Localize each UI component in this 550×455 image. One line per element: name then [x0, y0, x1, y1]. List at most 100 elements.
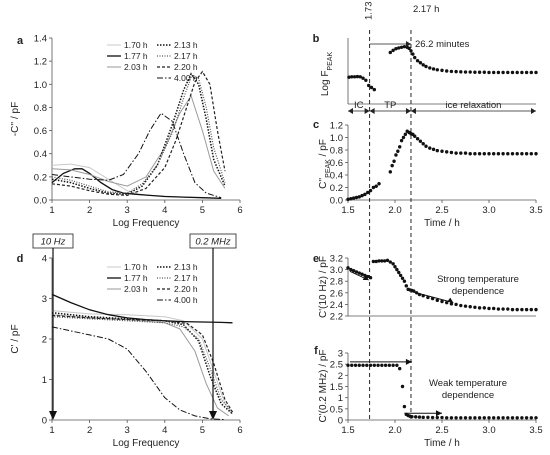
data-point-f: [417, 415, 422, 419]
data-point-e: [357, 271, 361, 275]
y-tick-label-a: 0.2: [34, 172, 47, 183]
annotation-weak-line2: dependence: [442, 390, 494, 401]
x-tick-label-d: 5: [200, 425, 205, 436]
y-axis-label-a: -C'' / pF: [10, 102, 21, 136]
trend-arrowhead-e2: [447, 297, 454, 303]
data-point-b: [409, 49, 413, 53]
data-point-b: [372, 87, 377, 92]
data-point-c: [363, 192, 367, 197]
phase-arrowheads-ic: [348, 108, 370, 114]
data-point-f: [477, 416, 482, 420]
y-tick-label-f: 0.5: [330, 404, 343, 415]
data-point-c: [401, 135, 406, 140]
x-tick-label-c: 2.0: [388, 205, 401, 216]
data-point-b: [350, 75, 354, 79]
legend-label: 2.17 h: [174, 273, 198, 283]
data-point-b: [510, 70, 515, 75]
data-point-b: [435, 68, 439, 72]
data-point-c: [534, 152, 538, 156]
x-tick-label-a: 5: [200, 205, 205, 216]
data-point-f: [492, 416, 496, 420]
y-tick-label-c: 0.6: [330, 158, 343, 169]
data-point-c: [496, 152, 501, 156]
x-tick-label-a: 1: [49, 205, 54, 216]
data-point-f: [426, 415, 430, 420]
data-point-b: [411, 52, 415, 56]
legend-label: 4.00 h: [174, 73, 198, 83]
y-axis-label-d: C' / pF: [10, 324, 21, 353]
data-point-b: [407, 46, 411, 51]
data-point-f: [520, 416, 524, 420]
legend-label: 1.77 h: [124, 51, 148, 61]
y-tick-label-e: 2.8: [330, 277, 343, 288]
trend-arrowhead-f1: [405, 358, 412, 365]
data-point-f: [376, 363, 380, 367]
data-point-e: [468, 305, 472, 309]
data-point-e: [477, 306, 482, 310]
data-point-b: [424, 64, 428, 69]
x-tick-label-a: 6: [237, 205, 242, 216]
y-tick-label-c: 1.2: [330, 121, 343, 132]
data-point-b: [358, 75, 362, 79]
data-point-b: [440, 68, 444, 73]
data-point-c: [399, 138, 404, 143]
data-point-f: [395, 363, 399, 367]
data-point-c: [445, 150, 449, 154]
data-point-e: [534, 307, 538, 312]
data-point-f: [391, 363, 395, 367]
data-point-f: [501, 416, 505, 420]
data-point-e: [382, 259, 387, 263]
legend-label: 2.03 h: [124, 62, 148, 72]
data-point-e: [402, 279, 407, 283]
data-point-c: [403, 132, 408, 137]
y-tick-label-c: 0.0: [330, 196, 343, 207]
legend-label: 2.20 h: [174, 284, 198, 294]
data-point-e: [360, 272, 364, 276]
data-point-f: [445, 416, 449, 420]
data-point-e: [385, 258, 390, 263]
data-point-e: [395, 267, 399, 272]
time-label-217: 2.17 h: [413, 4, 439, 15]
data-point-b: [413, 55, 417, 60]
data-point-f: [346, 363, 350, 367]
time-label-173: 1.73 h: [364, 0, 375, 20]
y-tick-label-f: 1: [338, 393, 343, 404]
y-axis-label-unit-c: / pF: [318, 139, 329, 159]
y-tick-label-d: 2: [42, 335, 47, 346]
data-point-f: [506, 416, 510, 420]
y-tick-label-e: 3.2: [330, 254, 343, 265]
data-point-f: [430, 415, 435, 420]
data-point-c: [459, 151, 463, 155]
data-point-b: [492, 70, 496, 75]
panel-label-e: e: [313, 253, 319, 265]
y-tick-label-a: 0.6: [34, 126, 47, 137]
data-point-b: [529, 70, 533, 75]
x-tick-label-c: 3.0: [482, 205, 495, 216]
data-point-f: [350, 363, 354, 367]
data-point-c: [388, 170, 392, 174]
data-point-c: [428, 146, 432, 150]
series-line-a: [51, 94, 226, 189]
data-point-f: [482, 416, 486, 420]
data-point-e: [529, 307, 533, 312]
panel-label-d: d: [17, 253, 24, 265]
data-point-b: [418, 61, 423, 65]
y-tick-label-f: 2.5: [330, 360, 343, 371]
data-point-c: [354, 195, 359, 200]
data-point-c: [492, 152, 496, 156]
data-point-f: [435, 415, 439, 420]
x-axis-label-c: Time / h: [424, 218, 460, 229]
data-point-e: [506, 307, 510, 311]
data-point-b: [524, 70, 529, 75]
data-point-b: [415, 58, 420, 63]
data-point-c: [346, 197, 350, 202]
data-point-e: [496, 307, 501, 311]
data-point-b: [445, 69, 449, 73]
data-point-c: [374, 184, 378, 188]
data-point-c: [366, 190, 370, 195]
series-line-a: [51, 72, 226, 195]
y-tick-label-a: 0.8: [34, 103, 47, 114]
y-axis-label-f: C'(0.2 MHz) / pF: [318, 349, 329, 422]
x-tick-label-c: 3.5: [529, 205, 542, 216]
data-point-f: [400, 384, 405, 389]
